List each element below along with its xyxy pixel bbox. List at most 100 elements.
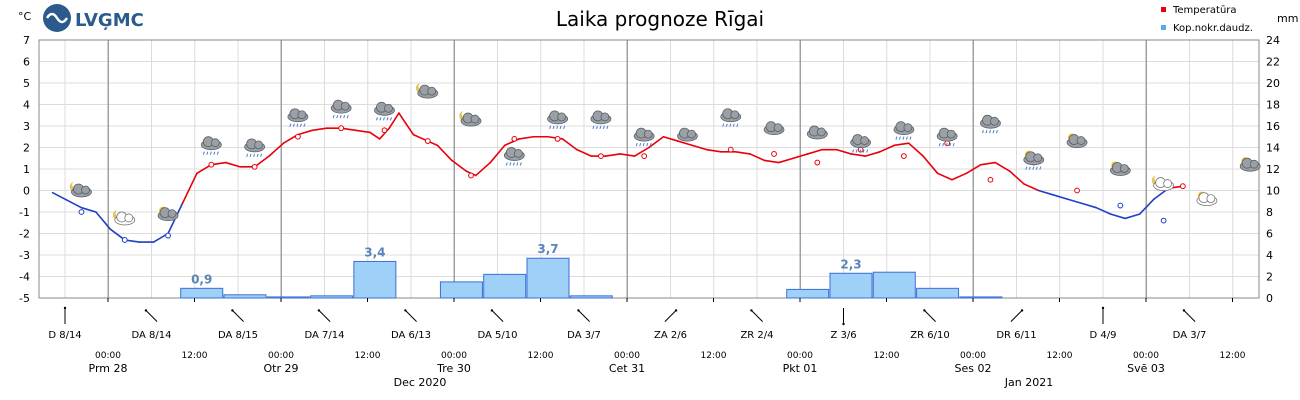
rain-drop — [602, 125, 605, 130]
temperature-segment — [705, 148, 722, 153]
cloud-puff — [427, 86, 437, 96]
cloud-puff — [1033, 153, 1043, 163]
rain-drop — [1039, 166, 1042, 170]
temperature-segment — [749, 153, 766, 162]
cloud-puff — [557, 112, 567, 122]
day-label: Svē 03 — [1127, 362, 1165, 375]
wind-arrow-head — [231, 309, 234, 312]
wind-arrow-head — [404, 309, 407, 312]
temperature-segment — [879, 144, 896, 153]
cloud-rain-icon — [503, 147, 525, 166]
temperature-segment — [253, 155, 270, 168]
temperature-segment — [561, 138, 578, 151]
rain-drop — [992, 130, 995, 134]
rain-drop — [346, 114, 349, 119]
y-right-tick-label: 4 — [1266, 249, 1273, 262]
cloudy-icon — [677, 127, 698, 142]
y-right-tick-label: 12 — [1266, 163, 1280, 176]
time-axis: 00:00 12:00 00:00 12:00 00:00 12:00 00:00 12:00… — [89, 298, 1246, 389]
temperature-segment — [648, 135, 665, 149]
temperature-point — [468, 172, 474, 179]
wind-arrow-head — [842, 322, 845, 326]
cloudy-icon — [806, 125, 828, 140]
temperature-segment — [677, 140, 694, 147]
precip-value-label: 0,9 — [191, 272, 212, 286]
temperature-point — [987, 176, 994, 183]
precip-bar — [872, 271, 916, 299]
rain-drop — [1032, 166, 1035, 170]
wind-label: DA 7/14 — [305, 330, 345, 341]
temperature-point — [511, 136, 518, 142]
cloud-puff — [1206, 194, 1216, 204]
precip-bar — [959, 296, 1003, 299]
rain-drop — [559, 125, 562, 130]
rain-drop — [855, 149, 858, 153]
grid — [38, 39, 1260, 299]
wind-arrow-head — [674, 309, 678, 312]
rain-drop — [862, 149, 865, 153]
rain-drop — [209, 151, 212, 155]
rain-drop — [599, 125, 602, 130]
partly-cloudy-day-snow-icon — [1023, 150, 1045, 170]
partly-cloudy-day-icon — [1066, 133, 1088, 148]
rain-drop — [725, 123, 728, 127]
temperature-segment — [633, 146, 650, 157]
rain-drop — [299, 123, 302, 127]
rain-drop — [256, 153, 259, 158]
cloud-puff — [773, 123, 783, 133]
wind-label: DA 3/7 — [567, 330, 601, 341]
rain-drop — [339, 114, 342, 119]
y-left-tick-label: 0 — [23, 185, 30, 198]
y-left-tick-label: 5 — [23, 77, 30, 90]
cloud-puff — [254, 140, 264, 150]
cloud-puff — [903, 123, 913, 133]
temperature-point — [424, 138, 431, 144]
temperature-segment — [388, 112, 400, 129]
temperature-segment — [181, 172, 198, 205]
cloud-rain-icon — [850, 134, 872, 153]
right-axis-unit: mm — [1277, 12, 1298, 25]
rain-drop — [945, 142, 948, 147]
temperature-point — [1179, 183, 1186, 190]
wind-label: DA 5/10 — [478, 330, 518, 341]
rain-drop — [942, 142, 945, 147]
rain-drop — [292, 123, 295, 127]
rain-drop — [556, 125, 559, 130]
legend-temp-label: Temperatūra — [1172, 5, 1237, 16]
temperature-segment — [850, 153, 867, 157]
temperature-point — [771, 151, 777, 157]
temperature-point — [208, 161, 215, 168]
rain-drop — [505, 162, 508, 166]
temperature-segment — [778, 157, 795, 164]
day-label: Tre 30 — [436, 362, 471, 375]
rain-drop — [729, 123, 732, 127]
y-left-tick-label: -1 — [19, 206, 30, 219]
rain-drop — [895, 136, 898, 140]
temperature-segment — [80, 206, 97, 213]
temperature-segment — [378, 127, 391, 140]
wind-arrow-head — [490, 309, 494, 312]
y-left-tick-label: 7 — [23, 34, 30, 47]
precip-value-label: 3,4 — [364, 245, 385, 259]
temperature-segment — [95, 211, 112, 230]
time-tick-label: 12:00 — [1047, 351, 1073, 361]
cloud-rain-icon — [374, 101, 395, 121]
cloud-puff — [470, 114, 480, 124]
cloud-puff — [687, 129, 696, 139]
temperature-point — [1117, 202, 1124, 209]
rain-drop — [866, 149, 869, 153]
temperature-segment — [893, 142, 910, 147]
y-right-tick-label: 10 — [1266, 185, 1280, 198]
temperature-point — [1160, 217, 1167, 224]
y-right-tick-label: 20 — [1266, 77, 1280, 90]
rain-drop — [260, 153, 263, 158]
y-right-tick-label: 16 — [1266, 120, 1280, 133]
temperature-segment — [576, 148, 593, 157]
rain-drop — [379, 117, 382, 121]
temperature-segment — [1081, 202, 1098, 209]
precip-value-label: 2,3 — [840, 257, 861, 271]
y-left-tick-label: 1 — [23, 163, 30, 176]
wind-arrow-icon — [751, 310, 763, 322]
rain-drop — [639, 142, 642, 147]
